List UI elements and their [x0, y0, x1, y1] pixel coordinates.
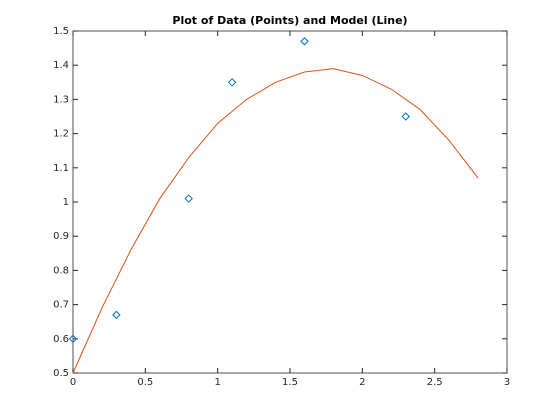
data-point — [227, 78, 237, 87]
x-tick-label: 2.5 — [427, 377, 443, 388]
data-point — [300, 37, 309, 46]
data-point — [68, 334, 78, 344]
x-tick-label: 1.5 — [282, 377, 298, 388]
model-line — [72, 68, 479, 374]
y-tick-label: 1.1 — [53, 163, 69, 174]
x-tick-label: 1 — [214, 377, 220, 388]
data-point — [112, 310, 121, 320]
y-tick-label: 1.4 — [53, 60, 69, 71]
y-tick-label: 1.3 — [53, 94, 69, 105]
x-tick-label: 3 — [504, 377, 510, 388]
x-tick-label: 0 — [70, 377, 76, 388]
y-tick-label: 0.7 — [53, 300, 69, 311]
y-tick-label: 0.9 — [53, 231, 69, 242]
x-tick-label: 2 — [359, 377, 365, 388]
y-tick-label: 1.5 — [53, 26, 69, 37]
y-tick-label: 1 — [63, 197, 69, 208]
y-tick-label: 0.6 — [53, 334, 69, 345]
x-tick-label: 0.5 — [137, 377, 153, 388]
data-point — [184, 194, 193, 203]
chart-title: Plot of Data (Points) and Model (Line) — [172, 14, 407, 27]
y-tick-label: 0.8 — [53, 265, 69, 276]
y-tick-label: 0.5 — [53, 368, 69, 379]
data-point — [401, 112, 410, 121]
y-tick-label: 1.2 — [53, 129, 69, 140]
